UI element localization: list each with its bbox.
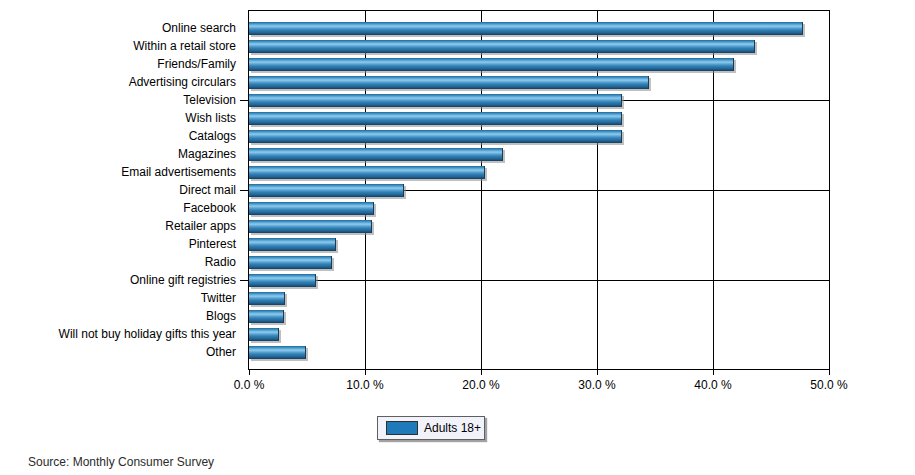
category-label: Direct mail bbox=[0, 182, 236, 198]
category-label: Online gift registries bbox=[0, 272, 236, 288]
category-label: Catalogs bbox=[0, 128, 236, 144]
bar bbox=[249, 22, 803, 35]
category-label: Advertising circulars bbox=[0, 74, 236, 90]
category-label: Online search bbox=[0, 20, 236, 36]
category-label: Other bbox=[0, 344, 236, 360]
bar bbox=[249, 112, 622, 125]
bar bbox=[249, 328, 279, 341]
x-tick-label: 20.0 % bbox=[446, 378, 516, 392]
x-axis-tick bbox=[365, 369, 366, 375]
bar bbox=[249, 184, 404, 197]
bar bbox=[249, 310, 284, 323]
category-label: Blogs bbox=[0, 308, 236, 324]
category-label: Facebook bbox=[0, 200, 236, 216]
bar bbox=[249, 58, 734, 71]
bar bbox=[249, 130, 622, 143]
category-label: Television bbox=[0, 92, 236, 108]
x-tick-label: 30.0 % bbox=[562, 378, 632, 392]
x-axis-tick bbox=[829, 369, 830, 375]
legend-swatch bbox=[386, 421, 418, 435]
chart-canvas: Adults 18+ Source: Monthly Consumer Surv… bbox=[0, 0, 915, 475]
category-label: Magazines bbox=[0, 146, 236, 162]
bar bbox=[249, 202, 374, 215]
x-tick-label: 50.0 % bbox=[794, 378, 864, 392]
category-label: Retailer apps bbox=[0, 218, 236, 234]
category-label: Twitter bbox=[0, 290, 236, 306]
legend-label: Adults 18+ bbox=[424, 421, 481, 435]
x-tick-label: 10.0 % bbox=[330, 378, 400, 392]
category-label: Wish lists bbox=[0, 110, 236, 126]
bar bbox=[249, 292, 285, 305]
bar bbox=[249, 220, 372, 233]
bar bbox=[249, 346, 306, 359]
plot-area bbox=[248, 10, 830, 370]
bar bbox=[249, 238, 336, 251]
bar bbox=[249, 40, 755, 53]
category-label: Will not buy holiday gifts this year bbox=[0, 326, 236, 342]
bar bbox=[249, 166, 485, 179]
source-text: Source: Monthly Consumer Survey bbox=[28, 455, 214, 469]
bar bbox=[249, 274, 316, 287]
y-axis-tick bbox=[240, 100, 249, 101]
x-tick-label: 40.0 % bbox=[678, 378, 748, 392]
h-gridline bbox=[249, 280, 829, 281]
category-label: Pinterest bbox=[0, 236, 236, 252]
y-axis-tick bbox=[240, 190, 249, 191]
category-label: Radio bbox=[0, 254, 236, 270]
x-axis-tick bbox=[249, 369, 250, 375]
x-axis-tick bbox=[713, 369, 714, 375]
x-tick-label: 0.0 % bbox=[214, 378, 284, 392]
bar bbox=[249, 256, 332, 269]
y-axis-tick bbox=[240, 280, 249, 281]
x-axis-tick bbox=[597, 369, 598, 375]
category-label: Within a retail store bbox=[0, 38, 236, 54]
bar bbox=[249, 76, 649, 89]
category-label: Friends/Family bbox=[0, 56, 236, 72]
bar bbox=[249, 94, 622, 107]
legend: Adults 18+ bbox=[377, 416, 485, 440]
x-axis-tick bbox=[481, 369, 482, 375]
category-label: Email advertisements bbox=[0, 164, 236, 180]
bar bbox=[249, 148, 503, 161]
